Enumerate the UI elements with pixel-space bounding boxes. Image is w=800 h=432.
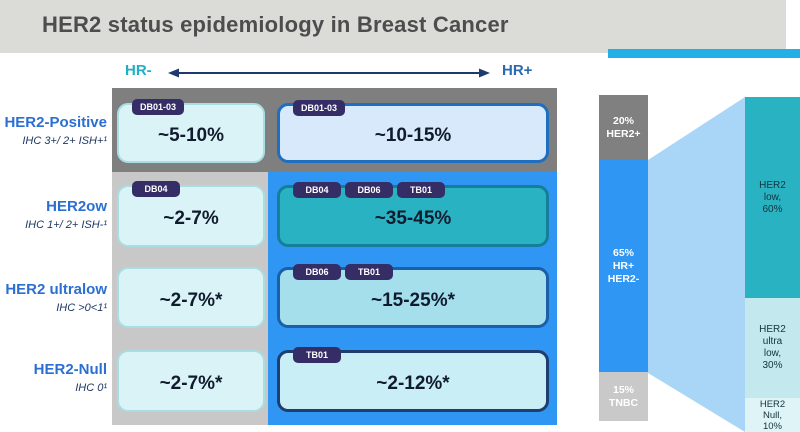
row-label-her2-null: HER2-Null IHC 0¹ [0,361,107,395]
cell-her2-positive-hr-negative: DB01-03 ~5-10% [117,99,265,163]
row-criteria: IHC >0<1¹ [56,302,107,314]
row-criteria: IHC 0¹ [75,382,107,394]
trial-tag: DB06 [293,264,341,280]
double-arrow-icon [168,68,490,78]
row-name: HER2ow [46,198,107,215]
trial-tag: TB01 [293,347,341,363]
trial-tag: DB01-03 [132,99,185,115]
trial-tag: DB04 [132,181,180,197]
hr-negative-label: HR- [125,62,152,79]
trial-tag: DB04 [293,182,341,198]
bar-segment-her2-low: HER2 low, 60% [745,97,800,298]
trial-tag: DB06 [345,182,393,198]
accent-bar [608,49,800,58]
bar-segment-tnbc: 15% TNBC [599,372,648,421]
cell-value: ~2-7%* [159,373,223,394]
bar-segment-her2-ultralow: HER2 ultra low, 30% [745,298,800,398]
cell-her2-null-hr-negative: ~2-7%* [117,350,265,412]
trial-tag: DB01-03 [293,100,346,116]
title-band [0,0,786,53]
row-criteria: IHC 3+/ 2+ ISH+¹ [22,135,107,147]
cell-value: ~15-25%* [371,289,455,311]
row-label-her2-positive: HER2-Positive IHC 3+/ 2+ ISH+¹ [0,114,107,148]
cell-value: ~2-12%* [376,373,450,394]
cell-her2-ultralow-hr-positive: DB06 TB01 ~15-25%* [277,264,549,328]
row-label-her2-low: HER2ow IHC 1+/ 2+ ISH-¹ [0,198,107,232]
cell-her2-positive-hr-positive: DB01-03 ~10-15% [277,100,549,163]
bar-segment-her2-positive: 20% HER2+ [599,95,648,160]
cell-her2-low-hr-positive: DB04 DB06 TB01 ~35-45% [277,182,549,247]
cell-value: ~2-7% [163,208,219,229]
bar-segment-her2-null: HER2 Null, 10% [745,398,800,432]
cell-her2-null-hr-positive: TB01 ~2-12%* [277,347,549,412]
cell-value: ~10-15% [374,125,452,146]
cell-value: ~2-7%* [159,289,223,311]
page-title: HER2 status epidemiology in Breast Cance… [42,12,509,37]
row-name: HER2 ultralow [5,281,107,298]
row-criteria: IHC 1+/ 2+ ISH-¹ [25,219,107,231]
row-label-her2-ultralow: HER2 ultralow IHC >0<1¹ [0,281,107,315]
cell-her2-low-hr-negative: DB04 ~2-7% [117,181,265,247]
row-name: HER2-Positive [4,114,107,131]
cell-her2-ultralow-hr-negative: ~2-7%* [117,267,265,328]
trial-tag: TB01 [345,264,393,280]
funnel-connector [648,97,745,432]
cell-value: ~5-10% [157,125,225,146]
hr-positive-label: HR+ [502,62,533,79]
bar-segment-hr-positive-her2-negative: 65% HR+ HER2- [599,160,648,372]
cell-value: ~35-45% [374,208,452,229]
row-name: HER2-Null [33,361,107,378]
trial-tag: TB01 [397,182,445,198]
